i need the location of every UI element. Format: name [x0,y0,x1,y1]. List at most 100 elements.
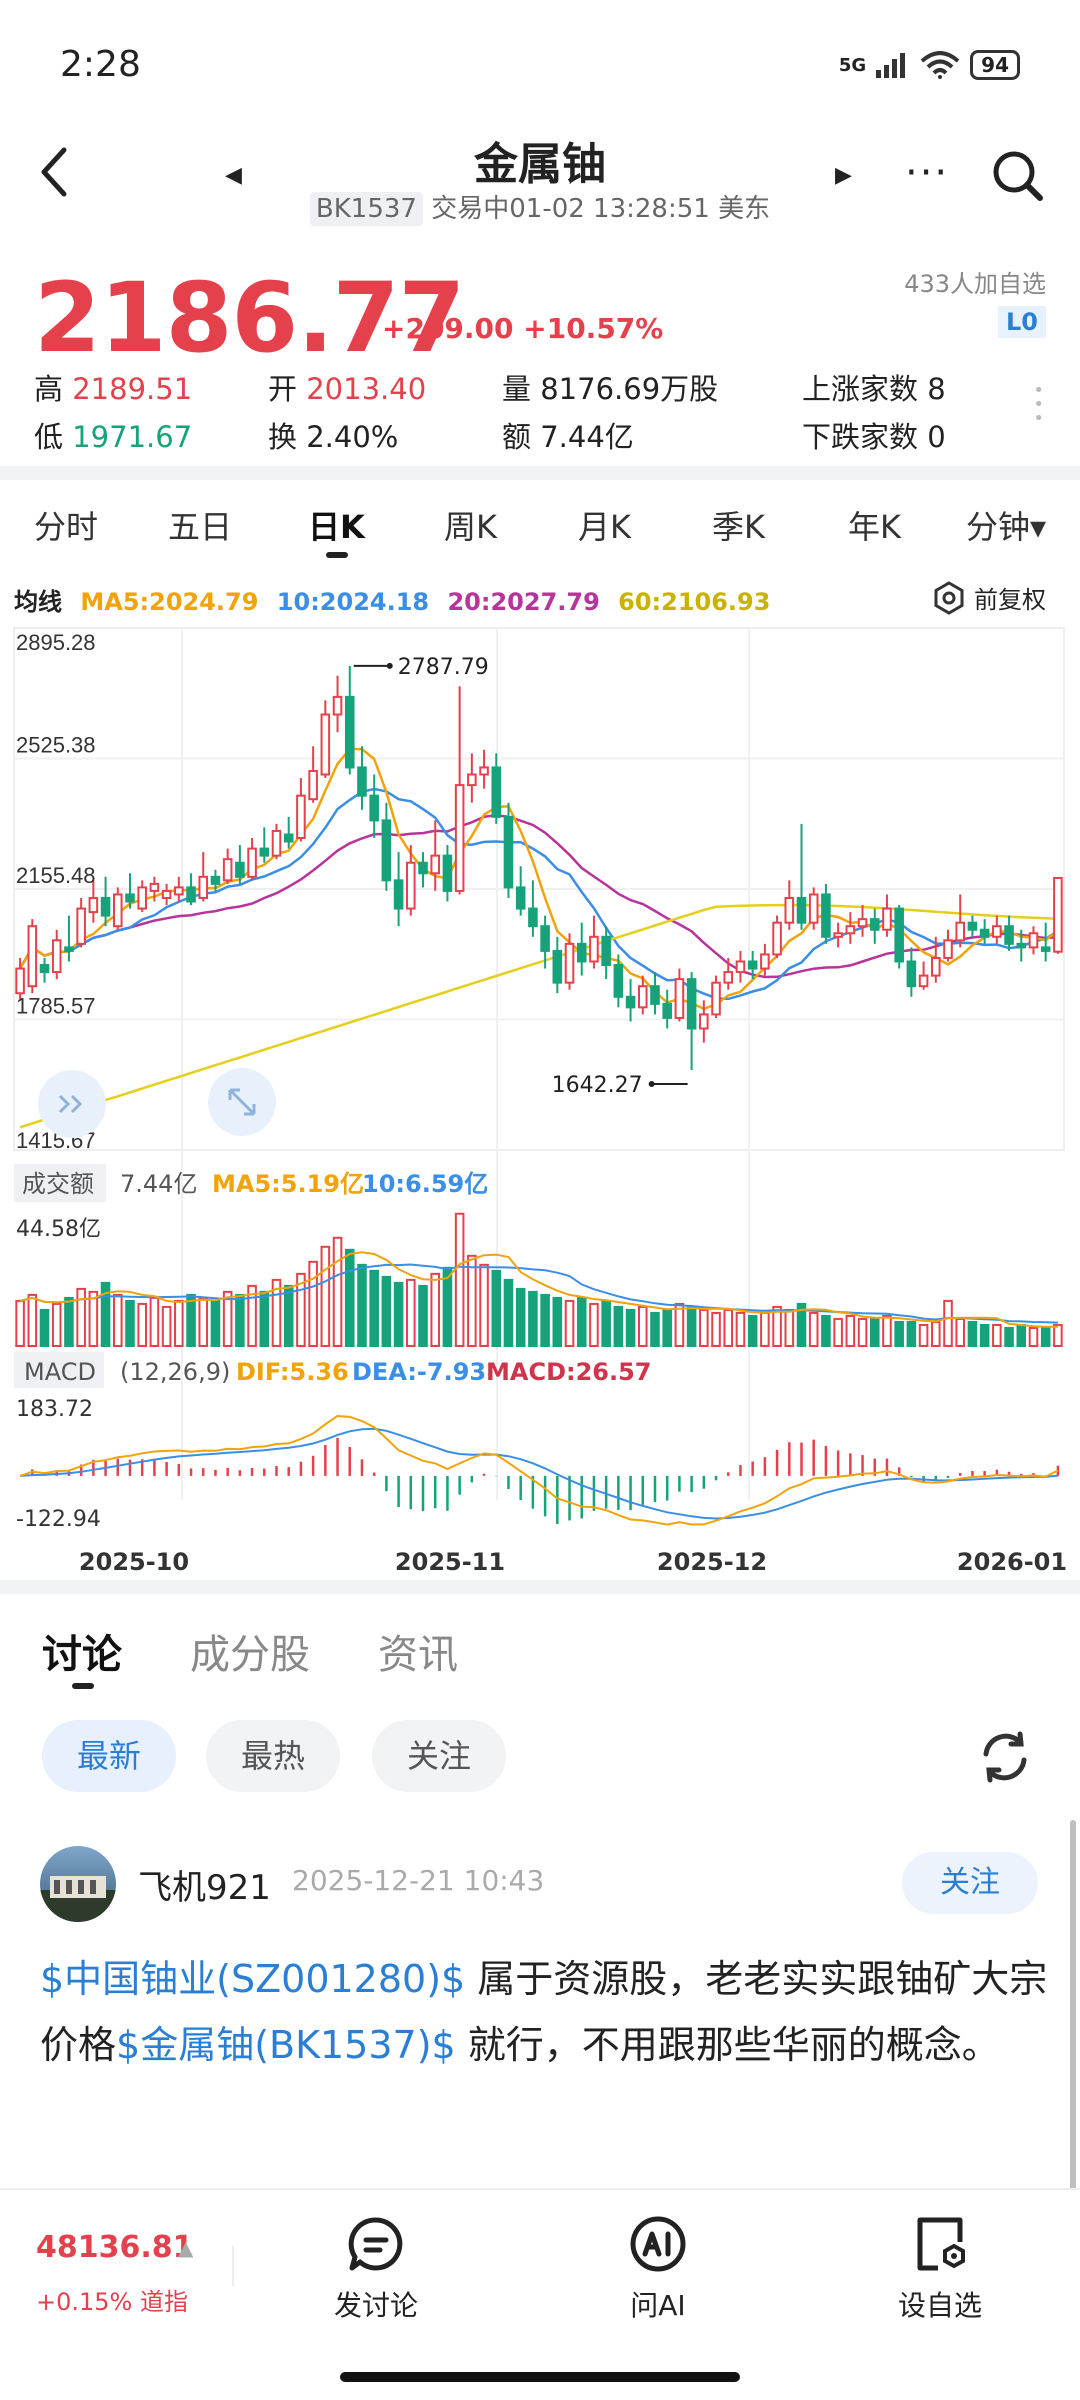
candle-body [979,928,990,938]
volume-bar [27,1293,38,1348]
volume-bar [650,1311,660,1347]
volume-bar [88,1290,99,1347]
post-link-stock[interactable]: $中国铀业(SZ001280)$ [40,1957,466,2001]
candle-body [686,978,697,1030]
signal-icon [876,53,906,78]
volume-bar [662,1308,672,1348]
candle-body [808,893,819,924]
volume-bar [198,1296,209,1348]
prev-item-icon[interactable]: ◀ [225,163,242,188]
volume-bar [247,1284,257,1347]
macd-dif: DIF:5.36 [236,1358,349,1386]
volume-bar [564,1299,575,1347]
min-annotation: 1642.27 [552,1073,643,1098]
candle-body [833,932,843,938]
candle-body [27,925,38,988]
followers-count: 433人加自选 [904,270,1046,298]
comment-icon [348,2217,403,2271]
period-tab-7[interactable]: 分钟▾ [966,508,1047,546]
stat-turnover: 换 2.40% [268,420,399,454]
network-label: 5G [838,54,867,76]
candle-body [1040,946,1051,952]
next-item-icon[interactable]: ▶ [835,163,852,188]
macd-params: (12,26,9) [120,1358,230,1386]
kline-chart[interactable]: 2895.282525.382155.481785.571415.672787.… [0,600,1080,1580]
candle-body [821,893,831,938]
macd-label-bg [14,1352,104,1388]
status-icons: 5G 94 [839,50,1020,80]
follow-button[interactable]: 关注 [902,1852,1038,1914]
candle-body [528,907,538,928]
bottom-separator [232,2246,234,2286]
filter-pill-2[interactable]: 关注 [372,1720,506,1792]
candle-body [161,889,172,899]
volume-bar [210,1299,221,1347]
filter-pill-0[interactable]: 最新 [42,1720,176,1792]
post-link-board[interactable]: $金属铀(BK1537)$ [116,2023,456,2067]
macd-top-tick: 183.72 [16,1397,93,1422]
x-tick-label: 2026-01 [957,1548,1067,1576]
volume-bar [64,1296,74,1348]
more-stats-icon[interactable]: • • • [1033,380,1044,429]
volume-bar [308,1260,318,1347]
period-tab-3[interactable]: 周K [444,508,497,546]
volume-bar [857,1317,868,1347]
ma60-value: 60:2106.93 [618,588,771,616]
x-tick-label: 2025-11 [395,1548,505,1576]
discussion-tab-0[interactable]: 讨论 [42,1632,122,1678]
avatar[interactable] [40,1846,116,1922]
candle-body [857,918,868,928]
ask-ai-button[interactable]: 问AI [558,2214,758,2324]
period-tab-1[interactable]: 五日 [168,508,233,546]
period-tab-6[interactable]: 年K [848,508,901,546]
candle-body [430,854,441,875]
discussion-tab-1[interactable]: 成分股 [190,1632,310,1678]
index-change[interactable]: +0.15% 道指 [36,2288,188,2316]
volume-bar [125,1299,135,1347]
more-icon[interactable]: ··· [905,150,950,196]
restore-toggle[interactable]: 前复权 [932,580,1046,615]
period-tab-2[interactable]: 日K [308,508,365,546]
candle-body [906,960,917,988]
candle-body [894,907,904,963]
period-tab-5[interactable]: 季K [712,508,765,546]
filter-pill-1[interactable]: 最热 [206,1720,340,1792]
home-indicator[interactable] [340,2372,740,2382]
macd-label: MACD [24,1358,96,1386]
watchlist-button[interactable]: 设自选 [840,2214,1040,2324]
ma-legend: 均线 MA5:2024.79 10:2024.18 20:2027.79 60:… [14,582,770,617]
volume-bar [906,1320,917,1348]
period-tab-4[interactable]: 月K [578,508,631,546]
stat-low: 低 1971.67 [34,420,193,454]
dif-line [19,1414,1059,1526]
volume-bar [833,1317,843,1347]
candle-body [747,960,758,970]
period-tab-0[interactable]: 分时 [34,508,99,546]
back-icon[interactable] [34,142,74,202]
wifi-icon [920,51,960,79]
candle-body [735,960,746,974]
expand-sidebar-button[interactable] [38,1070,106,1138]
volume-bar [186,1293,196,1348]
bottom-bar [0,2188,1080,2400]
scrollbar[interactable] [1070,1820,1076,2190]
candle-body [357,766,367,797]
post-username[interactable]: 飞机921 [138,1868,271,1908]
volume-bar [625,1308,636,1348]
discussion-tab-2[interactable]: 资讯 [378,1632,458,1678]
battery-indicator: 94 [970,50,1020,80]
discuss-button[interactable]: 发讨论 [276,2214,476,2324]
volume-bar [430,1272,441,1347]
candle-body [699,1013,709,1030]
section-divider-2 [0,1580,1080,1594]
candle-body [308,769,318,801]
volume-bar [454,1212,465,1348]
candle-body [503,815,514,889]
volume-bar [613,1305,624,1348]
refresh-icon[interactable] [976,1728,1034,1786]
index-value[interactable]: 48136.81 [36,2230,194,2265]
search-icon[interactable] [990,148,1046,204]
candle-body [674,978,685,1019]
volume-bar [100,1281,111,1348]
stat-up-count: 上涨家数 8 [802,372,946,406]
